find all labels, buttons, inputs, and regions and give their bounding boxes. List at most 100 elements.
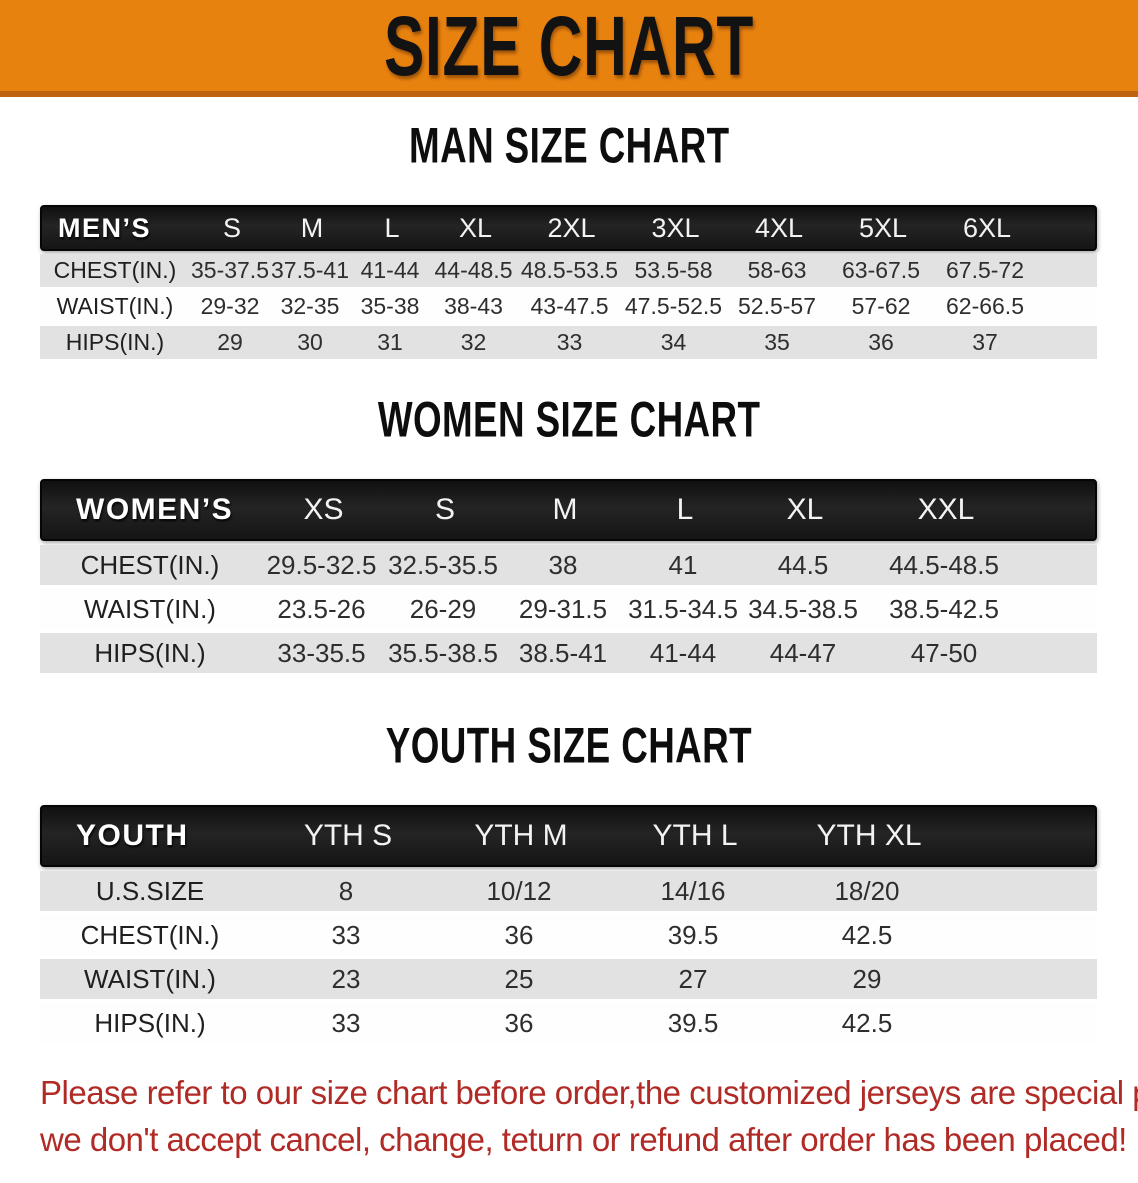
value-cell: 38-43 — [444, 293, 503, 319]
value-cell: 41 — [668, 549, 698, 580]
value-cell: 57-62 — [851, 293, 911, 319]
table-header-row: WOMEN’S XS S M L XL XXL — [40, 479, 1097, 541]
table-row: HIPS(IN.) 33 36 39.5 42.5 — [40, 1003, 1097, 1043]
value-cell: 29-32 — [200, 293, 260, 319]
value-cell: 47-50 — [910, 637, 978, 668]
row-label: CHEST(IN.) — [53, 257, 177, 283]
women-section-heading: WOMEN SIZE CHART — [0, 390, 1138, 455]
column-header: 3XL — [651, 212, 700, 243]
table-row: WAIST(IN.) 23 25 27 29 — [40, 959, 1097, 999]
column-header: YTH M — [474, 819, 568, 852]
value-cell: 44.5-48.5 — [889, 549, 999, 580]
value-cell: 10/12 — [486, 875, 552, 906]
column-header: 5XL — [858, 212, 908, 243]
value-cell: 35-37.5 — [190, 257, 269, 283]
value-cell: 32-35 — [280, 293, 340, 319]
row-label: HIPS(IN.) — [65, 329, 165, 355]
women-heading-text: WOMEN SIZE CHART — [377, 390, 761, 448]
value-cell: 36 — [504, 919, 534, 950]
youth-heading-text: YOUTH SIZE CHART — [385, 716, 753, 774]
value-cell: 33 — [331, 919, 361, 950]
disclaimer-text: Please refer to our size chart before or… — [40, 1069, 1138, 1163]
man-heading-text: MAN SIZE CHART — [408, 116, 730, 174]
value-cell: 35-38 — [360, 293, 420, 319]
value-cell: 33 — [331, 1007, 361, 1038]
value-cell: 41-44 — [649, 637, 717, 668]
value-cell: 32.5-35.5 — [388, 549, 498, 580]
value-cell: 23 — [331, 963, 361, 994]
size-chart-banner: SIZE CHART — [0, 0, 1138, 97]
column-header: S — [434, 493, 455, 526]
column-header: M — [300, 212, 324, 243]
table-title: YOUTH — [76, 819, 189, 852]
value-cell: 52.5-57 — [737, 293, 816, 319]
table-row: CHEST(IN.) 29.5-32.5 32.5-35.5 38 41 44.5 44.5… — [40, 545, 1097, 585]
value-cell: 48.5-53.5 — [520, 257, 619, 283]
value-cell: 44-48.5 — [434, 257, 513, 283]
value-cell: 38 — [548, 549, 578, 580]
row-label: CHEST(IN.) — [80, 919, 220, 950]
table-row: HIPS(IN.) 33-35.5 35.5-38.5 38.5-41 41-44 44-… — [40, 633, 1097, 673]
value-cell: 43-47.5 — [530, 293, 609, 319]
value-cell: 18/20 — [834, 875, 900, 906]
value-cell: 44-47 — [769, 637, 837, 668]
value-cell: 34.5-38.5 — [748, 593, 858, 624]
value-cell: 31.5-34.5 — [628, 593, 738, 624]
value-cell: 44.5 — [777, 549, 829, 580]
column-header: XS — [303, 493, 344, 526]
table-row: U.S.SIZE 8 10/12 14/16 18/20 — [40, 871, 1097, 911]
value-cell: 36 — [868, 329, 894, 355]
value-cell: 14/16 — [660, 875, 726, 906]
value-cell: 29.5-32.5 — [266, 549, 377, 580]
value-cell: 36 — [504, 1007, 534, 1038]
value-cell: 67.5-72 — [945, 257, 1024, 283]
value-cell: 47.5-52.5 — [624, 293, 723, 319]
value-cell: 29 — [217, 329, 243, 355]
column-header: YTH L — [652, 819, 738, 852]
row-label: WAIST(IN.) — [84, 963, 216, 994]
women-size-table: WOMEN’S XS S M L XL XXL CHEST(IN.) 29.5-32.5 32.5… — [40, 479, 1097, 673]
table-row: CHEST(IN.) 33 36 39.5 42.5 — [40, 915, 1097, 955]
youth-section-heading: YOUTH SIZE CHART — [0, 716, 1138, 781]
table-header-row: MEN’S S M L XL 2XL 3XL 4XL 5XL 6XL — [40, 205, 1097, 251]
row-label: CHEST(IN.) — [80, 549, 220, 580]
value-cell: 42.5 — [841, 919, 893, 950]
value-cell: 29-31.5 — [518, 593, 608, 624]
value-cell: 38.5-42.5 — [889, 593, 999, 624]
value-cell: 35 — [764, 329, 790, 355]
table-title: MEN’S — [58, 212, 152, 243]
column-header: YTH XL — [816, 819, 922, 852]
men-size-table: MEN’S S M L XL 2XL 3XL 4XL 5XL 6XL CHEST(IN.) 35-37… — [40, 205, 1097, 359]
column-header: XXL — [917, 493, 975, 526]
value-cell: 62-66.5 — [945, 293, 1024, 319]
value-cell: 37.5-41 — [270, 257, 349, 283]
disclaimer-line-1: Please refer to our size chart before or… — [40, 1074, 1138, 1111]
table-header-row: YOUTH YTH S YTH M YTH L YTH XL — [40, 805, 1097, 867]
table-row: CHEST(IN.) 35-37.5 37.5-41 41-44 44-48.5 48.5… — [40, 254, 1097, 287]
column-header: S — [222, 212, 241, 243]
value-cell: 63-67.5 — [841, 257, 920, 283]
value-cell: 33-35.5 — [277, 637, 366, 668]
value-cell: 41-44 — [360, 257, 420, 283]
value-cell: 25 — [504, 963, 534, 994]
value-cell: 37 — [972, 329, 998, 355]
column-header: 6XL — [962, 212, 1012, 243]
column-header: 4XL — [754, 212, 804, 243]
value-cell: 33 — [556, 329, 583, 355]
table-row: WAIST(IN.) 29-32 32-35 35-38 38-43 43-47.5 47.… — [40, 290, 1097, 323]
table-row: WAIST(IN.) 23.5-26 26-29 29-31.5 31.5-34.5 34… — [40, 589, 1097, 629]
row-label: WAIST(IN.) — [84, 593, 216, 624]
value-cell: 29 — [852, 963, 882, 994]
table-row: HIPS(IN.) 29 30 31 32 33 34 35 36 37 — [40, 326, 1097, 359]
column-header: L — [676, 493, 694, 526]
value-cell: 35.5-38.5 — [388, 637, 498, 668]
value-cell: 31 — [377, 329, 403, 355]
value-cell: 42.5 — [841, 1007, 893, 1038]
row-label: HIPS(IN.) — [94, 1007, 206, 1038]
value-cell: 32 — [460, 329, 487, 355]
value-cell: 34 — [660, 329, 687, 355]
value-cell: 39.5 — [667, 919, 719, 950]
value-cell: 38.5-41 — [518, 637, 608, 668]
value-cell: 23.5-26 — [277, 593, 366, 624]
column-header: L — [384, 212, 400, 243]
